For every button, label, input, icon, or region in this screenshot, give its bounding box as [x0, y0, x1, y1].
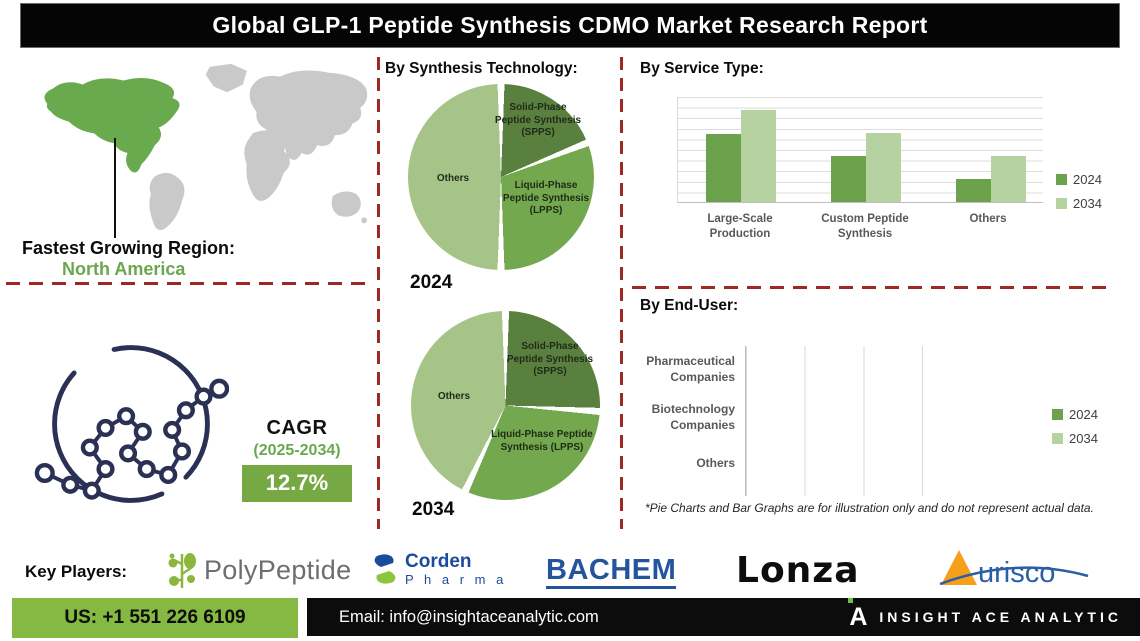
- cagr-period: (2025-2034): [253, 442, 341, 459]
- pie-year-2034: 2034: [412, 499, 455, 520]
- aurisco-icon: urisco: [939, 550, 1089, 589]
- cagr-value-badge: 12.7%: [242, 465, 352, 502]
- pie-slice-label-spps: Solid-Phase Peptide Synthesis (SPPS): [506, 341, 594, 377]
- bachem-logo: BACHEM: [546, 555, 677, 590]
- aurisco-triangle-a: [941, 550, 977, 585]
- bar-Others-2024: [956, 178, 991, 202]
- bar-category-label: Large-Scale Production: [707, 213, 773, 240]
- pie-slice-label-lpps: Liquid-Phase Peptide Synthesis (LPPS): [502, 180, 590, 216]
- world-map: [44, 63, 368, 231]
- pie-slice-label-others: Others: [436, 173, 470, 184]
- email-text: Email: info@insightaceanalytic.com: [339, 607, 599, 626]
- brand-green-dot: [848, 597, 854, 603]
- polypeptide-icon: [168, 553, 196, 588]
- stacked-bar-category-label: Biotechnology Companies: [651, 402, 735, 432]
- legend-label-2024: 2024: [1069, 407, 1098, 422]
- vertical-dashed-divider-left: [377, 57, 380, 529]
- synthesis-technology-heading: By Synthesis Technology:: [385, 60, 578, 77]
- lonza-logo: Lonza: [736, 550, 860, 591]
- insight-ace-analytic-logo: A INSIGHT ACE ANALYTIC: [848, 597, 1122, 630]
- legend-swatch-2024: [1056, 174, 1067, 185]
- footer-bar: Email: info@insightaceanalytic.com A INS…: [307, 597, 1140, 636]
- region-pointer-line: [114, 138, 116, 238]
- end-user-heading: By End-User:: [640, 297, 739, 314]
- peptide-molecule-icon: [34, 345, 229, 503]
- bar-Custom Peptide Synthesis-2024: [831, 155, 866, 202]
- bar-category-label: Others: [969, 213, 1007, 225]
- map-greenland: [205, 63, 247, 93]
- page-title: Global GLP-1 Peptide Synthesis CDMO Mark…: [212, 12, 928, 38]
- legend-label-2024: 2024: [1073, 172, 1102, 187]
- illustration-disclaimer: *Pie Charts and Bar Graphs are for illus…: [645, 501, 1094, 515]
- cagr-block: CAGR (2025-2034) 12.7%: [242, 417, 352, 502]
- brand-a-icon: A: [848, 597, 867, 630]
- cagr-label: CAGR: [266, 417, 328, 439]
- service-type-bar-chart: [677, 97, 1043, 203]
- corden-pharma-logo: Corden P h a r m a: [372, 552, 507, 586]
- report-title-bar: Global GLP-1 Peptide Synthesis CDMO Mark…: [20, 3, 1120, 48]
- end-user-category-labels: Pharmaceutical Companies Biotechnology Co…: [628, 346, 740, 496]
- fastest-region-label: Fastest Growing Region:: [22, 238, 236, 258]
- stacked-bar-category-label: Others: [696, 456, 735, 470]
- svg-text:urisco: urisco: [978, 557, 1055, 589]
- aurisco-swoosh: [939, 566, 1089, 586]
- aurisco-logo: urisco: [938, 548, 1090, 590]
- pie-year-2024: 2024: [410, 272, 453, 293]
- pie-chart-2024: Solid-Phase Peptide Synthesis (SPPS) Liq…: [408, 84, 594, 270]
- corden-pharma-icon: [374, 554, 396, 584]
- end-user-stacked-bar-chart: [745, 346, 980, 496]
- bar-Large-Scale Production-2024: [706, 133, 741, 202]
- pie-slice-label-lpps: Liquid-Phase Peptide Synthesis (LPPS): [491, 429, 593, 453]
- stacked-bar-category-label: Pharmaceutical Companies: [646, 354, 735, 384]
- service-type-legend: 2024 2034: [1056, 172, 1102, 211]
- bar-Large-Scale Production-2034: [741, 109, 776, 202]
- pharma-text: P h a r m a: [405, 572, 507, 587]
- legend-swatch-2024: [1052, 409, 1063, 420]
- corden-text: Corden: [405, 551, 472, 572]
- service-type-heading: By Service Type:: [640, 60, 764, 77]
- polypeptide-logo: PolyPeptide: [166, 550, 351, 590]
- legend-item-2034: 2034: [1052, 431, 1098, 446]
- pie-slice-label-others: Others: [437, 391, 471, 402]
- key-players-strip: Key Players: PolyPeptide Corden P h a r …: [0, 538, 1140, 595]
- bar-group: [706, 97, 776, 202]
- service-type-category-labels: Large-Scale Production Custom Peptide Syn…: [677, 212, 1043, 252]
- legend-item-2024: 2024: [1056, 172, 1102, 187]
- map-south-america: [149, 172, 185, 231]
- pie-chart-2034: Solid-Phase Peptide Synthesis (SPPS) Liq…: [411, 311, 600, 500]
- legend-swatch-2034: [1056, 198, 1067, 209]
- bar-category-label: Custom Peptide Synthesis: [821, 213, 909, 240]
- fastest-region-value: North America: [62, 259, 186, 279]
- lonza-text: Lonza: [736, 550, 860, 591]
- legend-label-2034: 2034: [1073, 196, 1102, 211]
- map-australia: [331, 191, 361, 217]
- polypeptide-text: PolyPeptide: [204, 554, 352, 585]
- map-north-america-highlight: [44, 78, 180, 173]
- brand-text: INSIGHT ACE ANALYTIC: [879, 609, 1122, 625]
- vertical-dashed-divider-right: [620, 57, 623, 529]
- legend-swatch-2034: [1052, 433, 1063, 444]
- pie-slice-label-spps: Solid-Phase Peptide Synthesis (SPPS): [494, 102, 582, 138]
- end-user-legend: 2024 2034: [1052, 407, 1098, 446]
- bar-Others-2034: [991, 155, 1026, 202]
- bar-group: [956, 97, 1026, 202]
- legend-item-2034: 2034: [1056, 196, 1102, 211]
- map-africa: [244, 130, 290, 201]
- phone-badge: US: +1 551 226 6109: [12, 598, 298, 638]
- horizontal-dashed-divider-right: [632, 286, 1108, 289]
- key-players-label: Key Players:: [25, 562, 128, 581]
- horizontal-dashed-divider-left: [6, 282, 368, 285]
- legend-item-2024: 2024: [1052, 407, 1098, 422]
- bar-Custom Peptide Synthesis-2034: [866, 132, 901, 202]
- bar-group: [831, 97, 901, 202]
- bachem-text: BACHEM: [546, 555, 677, 590]
- legend-label-2034: 2034: [1069, 431, 1098, 446]
